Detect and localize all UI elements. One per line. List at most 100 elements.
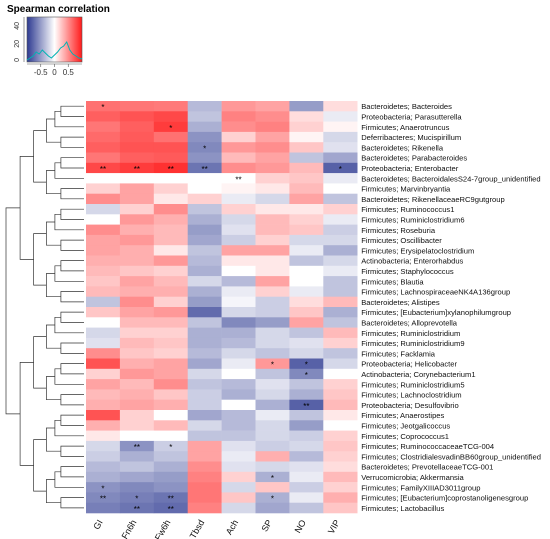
heatmap-cell: [86, 379, 121, 390]
heatmap-cell: [119, 327, 155, 339]
heatmap-cell: [323, 173, 358, 184]
heatmap-cell: [221, 255, 256, 267]
heatmap-cell: [323, 461, 358, 473]
heatmap-cell: [86, 502, 121, 514]
significance-mark: *: [203, 144, 206, 153]
row-label: Proteobacteria; Enterobacter: [361, 164, 459, 173]
heatmap-cell: [86, 482, 121, 493]
significance-mark: **: [100, 165, 106, 174]
heatmap-cell: [86, 152, 121, 164]
heatmap-cell: [255, 399, 290, 411]
color-key-histogram: [26, 40, 83, 61]
heatmap-cell: [221, 193, 256, 205]
heatmap-cell: [289, 399, 324, 411]
heatmap-cell: [221, 317, 256, 328]
heatmap-cell: [289, 173, 324, 184]
heatmap-cell: [153, 399, 188, 411]
row-label: Firmicutes; Coprococcus1: [361, 432, 449, 441]
heatmap-cell: [255, 420, 290, 431]
row-label: Firmicutes; Ruminococcus1: [361, 205, 454, 214]
row-label: Firmicutes; Lachnoclostridium: [361, 391, 461, 400]
heatmap-cell: [187, 162, 222, 174]
heatmap-cell: [221, 451, 256, 462]
heatmap-cell: [289, 255, 324, 267]
row-label: Proteobacteria; Desulfovibrio: [361, 401, 459, 410]
heatmap-cell: [255, 152, 290, 164]
row-label: Firmicutes; Ruminiclostridium: [361, 329, 460, 338]
heatmap-cell: [289, 131, 324, 143]
heatmap-cell: [187, 121, 222, 133]
heatmap-cell: [289, 348, 324, 359]
significance-mark: *: [305, 371, 308, 380]
dendrogram-branch: [60, 363, 84, 375]
heatmap-cell: [187, 492, 222, 503]
heatmap-cell: [323, 440, 358, 452]
dendrogram-branch: [19, 362, 34, 466]
heatmap-cell: [323, 502, 358, 514]
significance-mark: *: [271, 474, 274, 483]
heatmap-cell: [187, 255, 222, 267]
heatmap-cell: [323, 471, 358, 483]
dendrogram-branch: [46, 170, 61, 195]
heatmap-cell: [153, 162, 188, 174]
heatmap-cell: [323, 348, 358, 359]
row-label: Firmicutes; Anaerotruncus: [361, 123, 449, 132]
heatmap-cell: [221, 482, 256, 493]
heatmap-cell: [323, 492, 358, 503]
heatmap-cell: [255, 317, 290, 328]
heatmap-cell: [289, 420, 324, 431]
heatmap-cell: [187, 327, 222, 339]
heatmap-cell: [289, 296, 324, 308]
dendrogram-branch: [54, 419, 84, 437]
dendrogram-branch: [60, 394, 84, 406]
heatmap-cell: [153, 389, 188, 400]
heatmap-cell: [323, 234, 358, 246]
row-label: Bacteroidetes; BacteroidalesS24-7group_u…: [361, 174, 540, 183]
legend-hist-tick: 40: [14, 22, 21, 30]
heatmap-cell: [187, 348, 222, 359]
dendrogram-branch: [60, 466, 84, 478]
heatmap-cell: [289, 440, 324, 452]
heatmap-cell: [119, 420, 155, 431]
row-label: Firmicutes; RuminococcaceaeTCG-004: [361, 442, 494, 451]
heatmap-cell: [323, 482, 358, 493]
heatmap-cell: [255, 307, 290, 318]
column-label: Fw6h: [153, 518, 173, 539]
heatmap-cell: [119, 348, 155, 359]
heatmap-cell: [221, 183, 256, 194]
heatmap-cell: [187, 131, 222, 143]
significance-marks: ***** ** ** ** **** ****** ***** * ** *** **: [100, 103, 342, 514]
row-label: Firmicutes; FamilyXIIIAD3011group: [361, 483, 480, 492]
heatmap-cell: [323, 131, 358, 143]
heatmap-cell: [323, 101, 358, 112]
heatmap-cell: [86, 121, 121, 133]
row-label: Bacteroidetes; RikenellaceaeRC9gutgroup: [361, 195, 505, 204]
heatmap-cell: [86, 492, 121, 503]
heatmap-cell: [221, 265, 256, 277]
heatmap-cell: [255, 276, 290, 287]
heatmap-cell: [289, 327, 324, 339]
heatmap-cell: [86, 173, 121, 184]
heatmap-cell: [119, 142, 155, 153]
heatmap-cell: [86, 224, 121, 236]
significance-mark: **: [134, 505, 140, 514]
heatmap-cell: [255, 502, 290, 514]
heatmap-cell: [119, 430, 155, 442]
heatmap-cell: [86, 358, 121, 370]
heatmap-cell: [86, 368, 121, 380]
heatmap-cell: [255, 111, 290, 122]
heatmap-cell: [86, 265, 121, 277]
heatmap-cell: [153, 173, 188, 184]
heatmap-cell: [119, 492, 155, 503]
dendrogram-branch: [46, 118, 61, 143]
heatmap-cell: [153, 152, 188, 164]
heatmap-cell: [119, 358, 155, 370]
heatmap-cell: [187, 265, 222, 277]
heatmap-cell: [119, 152, 155, 164]
heatmap-cell: [221, 276, 256, 287]
dendrogram-branch: [33, 439, 47, 492]
heatmap-cell: [187, 245, 222, 256]
heatmap-cell: [86, 471, 121, 483]
heatmap-cell: [221, 379, 256, 390]
row-label: Bacteroidetes; Parabacteroides: [361, 154, 467, 163]
